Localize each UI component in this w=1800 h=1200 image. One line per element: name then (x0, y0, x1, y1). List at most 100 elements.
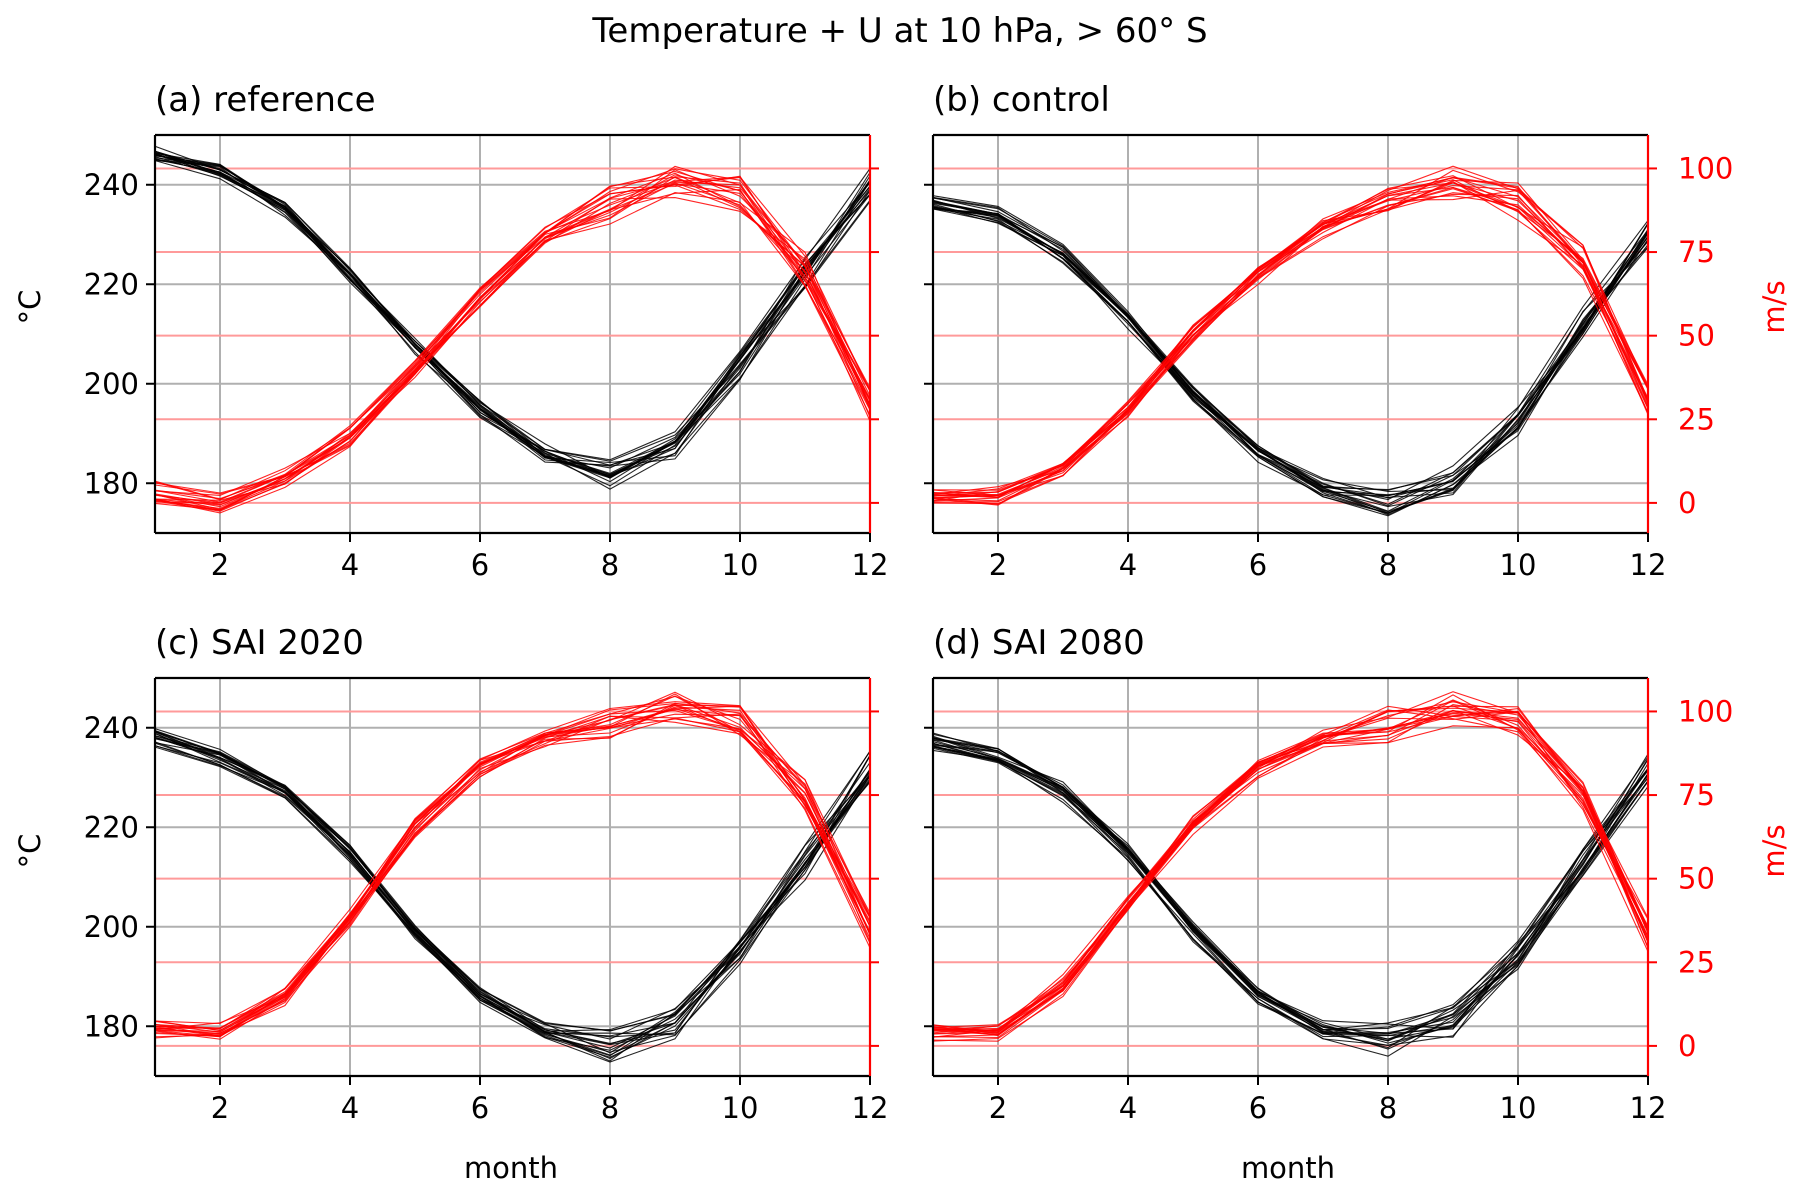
wind-member-line (155, 197, 870, 511)
wind-member-line (155, 184, 870, 510)
wind-member-line (155, 704, 870, 1038)
temperature-member-line (933, 745, 1648, 1046)
wind-tick-label: 25 (1678, 945, 1715, 979)
wind-member-line (933, 176, 1648, 491)
temperature-member-line (933, 208, 1648, 514)
ensemble-lines (155, 691, 870, 1063)
wind-member-line (155, 705, 870, 1029)
temperature-member-line (155, 735, 870, 1044)
temperature-member-line (155, 145, 870, 474)
panel-4: (d) SAI 2080 2 4 6 8 10 12 0 25 50 75 100 (924, 623, 1733, 1125)
x-tick-label: 12 (852, 1091, 889, 1125)
wind-member-line (155, 182, 870, 504)
wind-member-line (155, 192, 870, 511)
x-tick-label: 2 (989, 548, 1007, 582)
wind-member-line (933, 179, 1648, 497)
panel-title: (a) reference (155, 80, 376, 120)
x-tick-label: 4 (1119, 1091, 1137, 1125)
x-tick-label: 2 (211, 548, 229, 582)
figure-title: Temperature + U at 10 hPa, > 60° S (591, 11, 1207, 51)
x-tick-label: 2 (211, 1091, 229, 1125)
x-tick-label: 6 (471, 548, 489, 582)
ylabel-right-bottom: m/s (1757, 824, 1791, 877)
x-tick-label: 12 (1630, 548, 1667, 582)
temperature-member-line (155, 152, 870, 461)
wind-member-line (933, 711, 1648, 1039)
x-tick-label: 6 (1249, 1091, 1267, 1125)
temperature-member-line (933, 742, 1648, 1046)
y-tick-label: 240 (84, 168, 139, 202)
wind-member-line (155, 176, 870, 512)
temperature-member-line (933, 747, 1648, 1038)
xlabel-right: month (1241, 1151, 1335, 1185)
panel-title: (d) SAI 2080 (933, 623, 1145, 663)
temperature-member-line (155, 731, 870, 1038)
ensemble-lines (933, 691, 1648, 1057)
panel-3: (c) SAI 2020 2 4 6 8 10 12 180 200 220 240 (84, 623, 889, 1125)
y-tick-label: 180 (84, 1009, 139, 1043)
x-tick-label: 12 (1630, 1091, 1667, 1125)
wind-tick-label: 75 (1678, 235, 1715, 269)
x-tick-label: 10 (1500, 548, 1537, 582)
x-tick-label: 10 (722, 1091, 759, 1125)
y-tick-label: 240 (84, 711, 139, 745)
wind-member-line (933, 709, 1648, 1036)
wind-member-line (155, 718, 870, 1029)
wind-member-line (155, 715, 870, 1037)
temperature-member-line (933, 745, 1648, 1035)
temperature-member-line (155, 153, 870, 483)
x-tick-label: 8 (1379, 1091, 1397, 1125)
wind-member-line (155, 176, 870, 508)
wind-member-line (933, 182, 1648, 499)
y-tick-label: 200 (84, 910, 139, 944)
wind-member-line (933, 713, 1648, 1034)
temperature-member-line (933, 739, 1648, 1050)
wind-member-line (155, 717, 870, 1038)
wind-member-line (933, 712, 1648, 1031)
x-tick-label: 10 (1500, 1091, 1537, 1125)
wind-member-line (933, 180, 1648, 505)
x-tick-label: 2 (989, 1091, 1007, 1125)
wind-tick-label: 0 (1678, 486, 1696, 520)
panel-1: (a) reference 2 4 6 8 10 12 180 200 220 240 (84, 80, 889, 582)
temperature-member-line (155, 730, 870, 1032)
wind-tick-label: 75 (1678, 778, 1715, 812)
wind-tick-label: 0 (1678, 1029, 1696, 1063)
temperature-member-line (933, 195, 1648, 501)
wind-member-line (933, 710, 1648, 1031)
x-tick-label: 8 (601, 548, 619, 582)
temperature-member-line (933, 203, 1648, 497)
y-tick-label: 220 (84, 267, 139, 301)
ylabel-right-top: m/s (1757, 280, 1791, 333)
y-tick-label: 220 (84, 810, 139, 844)
x-tick-label: 12 (852, 548, 889, 582)
wind-member-line (155, 703, 870, 1040)
temperature-member-line (155, 159, 870, 466)
wind-member-line (155, 695, 870, 1037)
x-tick-label: 4 (341, 1091, 359, 1125)
temperature-member-line (155, 153, 870, 475)
wind-member-line (155, 165, 870, 500)
wind-member-line (155, 695, 870, 1038)
wind-member-line (155, 701, 870, 1030)
y-tick-label: 180 (84, 466, 139, 500)
wind-member-line (155, 168, 870, 500)
wind-member-line (155, 713, 870, 1032)
wind-tick-label: 100 (1678, 151, 1733, 185)
wind-tick-label: 25 (1678, 402, 1715, 436)
x-tick-label: 6 (1249, 548, 1267, 582)
temperature-member-line (155, 154, 870, 479)
wind-member-line (933, 193, 1648, 497)
wind-member-line (155, 708, 870, 1033)
ylabel-left-bottom: °C (13, 834, 47, 869)
wind-tick-label: 50 (1678, 319, 1715, 353)
wind-member-line (155, 704, 870, 1035)
ensemble-lines (933, 165, 1648, 517)
wind-member-line (155, 713, 870, 1034)
temperature-member-line (933, 201, 1648, 514)
x-tick-label: 8 (601, 1091, 619, 1125)
x-tick-label: 4 (341, 548, 359, 582)
x-tick-label: 4 (1119, 548, 1137, 582)
